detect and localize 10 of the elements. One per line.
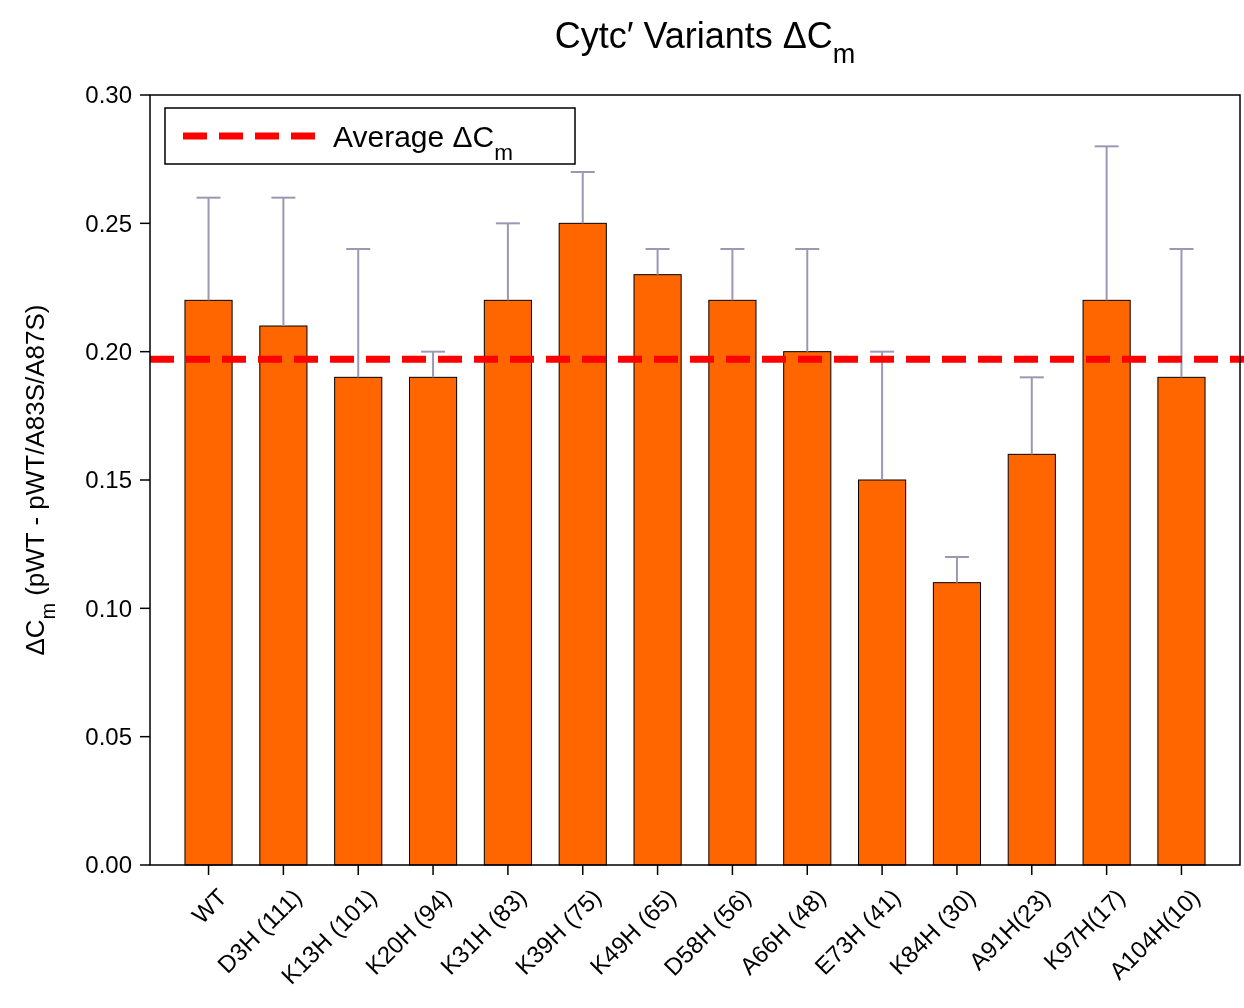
chart-title: Cytc′ Variants ΔC$_{m}$ xyxy=(554,15,856,69)
y-tick-label: 0.10 xyxy=(85,594,132,622)
y-tick-label: 0.00 xyxy=(85,851,132,879)
y-tick-label: 0.30 xyxy=(85,81,132,109)
x-tick-label: WT xyxy=(186,883,233,929)
y-tick-label: 0.20 xyxy=(85,338,132,366)
y-tick-label: 0.25 xyxy=(85,209,132,237)
legend-label: Average ΔC$_{m}$ xyxy=(333,119,513,164)
y-tick-label: 0.05 xyxy=(85,723,132,751)
y-tick-label: 0.15 xyxy=(85,466,132,494)
